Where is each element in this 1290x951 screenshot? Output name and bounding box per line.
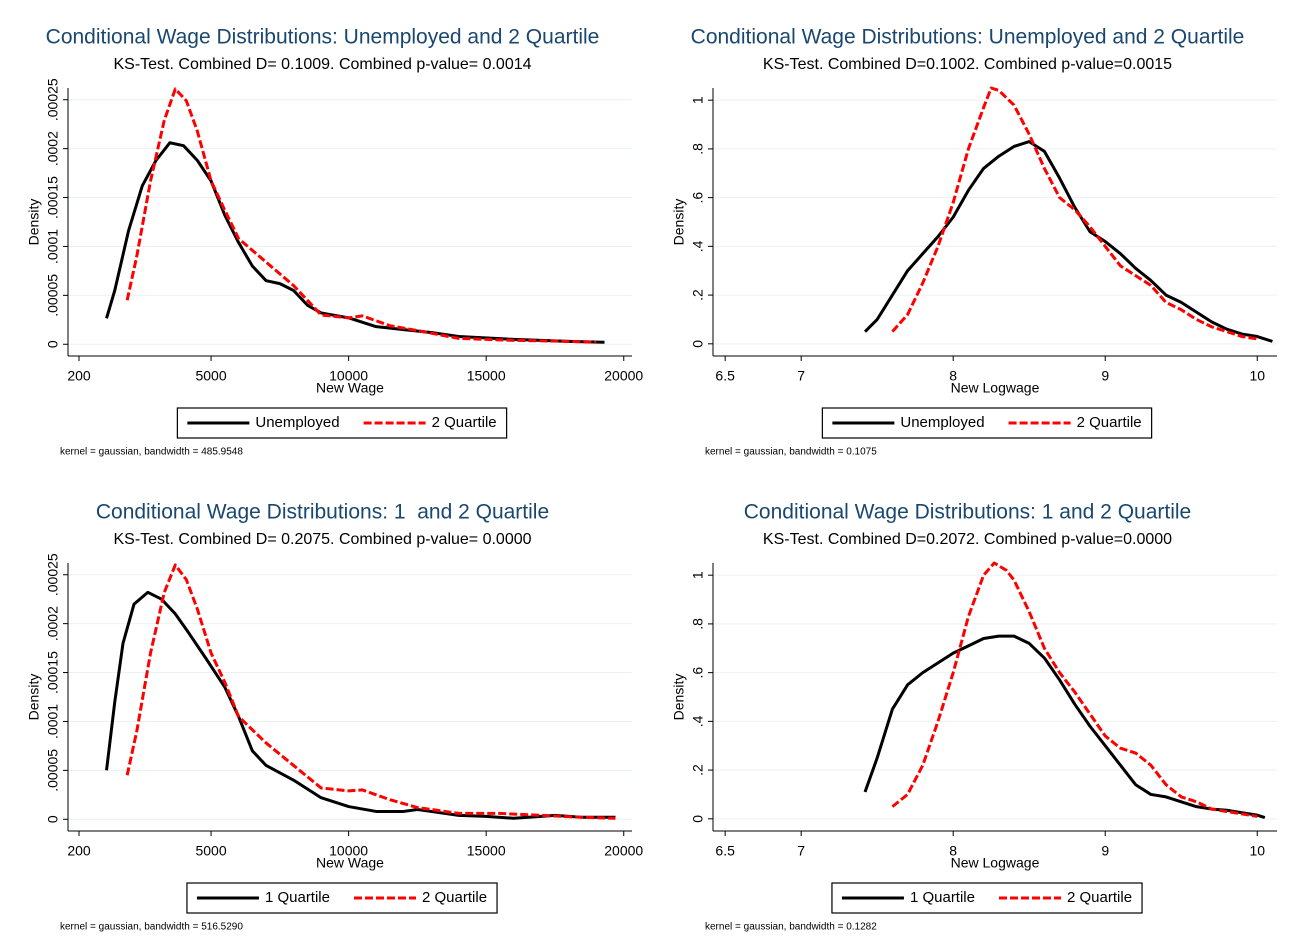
x-tick-label: 5000: [195, 368, 226, 384]
x-tick-label: 20000: [604, 368, 643, 384]
x-axis-label: New Logwage: [951, 380, 1040, 396]
x-tick-label: 7: [797, 368, 805, 384]
y-tick-label: 0: [45, 340, 61, 348]
chart-title: Conditional Wage Distributions: 1 and 2 …: [744, 501, 1191, 524]
chart-title: Conditional Wage Distributions: 1 and 2 …: [96, 501, 549, 524]
x-tick-label: 8: [949, 843, 957, 859]
y-tick-label: .4: [690, 240, 706, 252]
x-tick-label: 10000: [329, 368, 368, 384]
density-line: [891, 86, 1258, 341]
chart-title: Conditional Wage Distributions: Unemploy…: [691, 26, 1245, 49]
x-tick-label: 15000: [467, 843, 506, 859]
legend: 1 Quartile 2 Quartile: [186, 882, 498, 914]
chart-panel: Conditional Wage Distributions: Unemploy…: [26, 26, 644, 458]
x-tick-label: 5000: [195, 843, 226, 859]
x-tick-label: 20000: [604, 843, 643, 859]
density-line: [891, 561, 1258, 818]
x-tick-label: 8: [949, 368, 957, 384]
x-tick-label: 200: [67, 368, 91, 384]
y-axis-label: Density: [671, 674, 687, 721]
y-tick-label: .00025: [45, 78, 61, 121]
density-line: [105, 141, 605, 344]
y-tick-label: .4: [690, 715, 706, 727]
note: kernel = gaussian, bandwidth = 0.1282: [705, 922, 877, 933]
y-tick-label: .6: [690, 192, 706, 204]
chart-panel: Conditional Wage Distributions: Unemploy…: [671, 26, 1277, 458]
x-axis-label: New Wage: [316, 380, 384, 396]
chart-panel: Conditional Wage Distributions: 1 and 2 …: [26, 501, 644, 933]
x-axis-label: New Logwage: [951, 855, 1040, 871]
legend-label: 2 Quartile: [432, 414, 497, 431]
density-line: [863, 140, 1273, 343]
legend-label: Unemployed: [255, 414, 339, 431]
legend-label: 2 Quartile: [1067, 889, 1132, 906]
legend-label: 2 Quartile: [422, 889, 487, 906]
density-line: [863, 634, 1266, 820]
chart-title: Conditional Wage Distributions: Unemploy…: [46, 26, 600, 49]
x-tick-label: 6.5: [715, 843, 735, 859]
chart-subtitle: KS-Test. Combined D= 0.2075. Combined p-…: [113, 531, 531, 548]
y-tick-label: .0002: [45, 131, 61, 166]
y-axis-label: Density: [26, 199, 42, 246]
density-line: [105, 590, 616, 820]
y-tick-label: 0: [45, 815, 61, 823]
x-tick-label: 6.5: [715, 368, 735, 384]
y-tick-label: .2: [690, 289, 706, 301]
y-tick-label: .00005: [45, 274, 61, 317]
legend-label: 1 Quartile: [910, 889, 975, 906]
x-tick-label: 9: [1101, 368, 1109, 384]
note: kernel = gaussian, bandwidth = 516.5290: [60, 922, 243, 933]
y-tick-label: .6: [690, 667, 706, 679]
y-tick-label: .8: [690, 143, 706, 155]
y-tick-label: .2: [690, 764, 706, 776]
y-tick-label: .0002: [45, 606, 61, 641]
y-tick-label: .00025: [45, 553, 61, 596]
y-axis-label: Density: [671, 199, 687, 246]
y-tick-label: .00005: [45, 749, 61, 792]
x-tick-label: 10: [1249, 368, 1265, 384]
note: kernel = gaussian, bandwidth = 0.1075: [705, 447, 877, 458]
chart-subtitle: KS-Test. Combined D=0.1002. Combined p-v…: [763, 56, 1172, 73]
legend-label: 1 Quartile: [265, 889, 330, 906]
y-tick-label: 1: [690, 96, 706, 104]
chart-subtitle: KS-Test. Combined D=0.2072. Combined p-v…: [763, 531, 1172, 548]
note: kernel = gaussian, bandwidth = 485.9548: [60, 447, 243, 458]
y-tick-label: 0: [690, 815, 706, 823]
legend: Unemployed 2 Quartile: [821, 407, 1153, 439]
y-tick-label: .00015: [45, 651, 61, 694]
y-tick-label: .0001: [45, 704, 61, 739]
chart-subtitle: KS-Test. Combined D= 0.1009. Combined p-…: [113, 56, 531, 73]
density-line: [125, 87, 597, 344]
y-tick-label: 1: [690, 571, 706, 579]
legend-label: 2 Quartile: [1077, 414, 1142, 431]
chart-panel: Conditional Wage Distributions: 1 and 2 …: [671, 501, 1277, 933]
y-tick-label: .00015: [45, 176, 61, 219]
x-tick-label: 10000: [329, 843, 368, 859]
y-tick-label: .8: [690, 618, 706, 630]
legend: Unemployed 2 Quartile: [176, 407, 508, 439]
x-tick-label: 9: [1101, 843, 1109, 859]
x-axis-label: New Wage: [316, 855, 384, 871]
x-tick-label: 10: [1249, 843, 1265, 859]
x-tick-label: 15000: [467, 368, 506, 384]
x-tick-label: 7: [797, 843, 805, 859]
y-tick-label: .0001: [45, 229, 61, 264]
x-tick-label: 200: [67, 843, 91, 859]
y-tick-label: 0: [690, 340, 706, 348]
legend: 1 Quartile 2 Quartile: [831, 882, 1143, 914]
density-line: [125, 563, 616, 820]
legend-label: Unemployed: [900, 414, 984, 431]
y-axis-label: Density: [26, 674, 42, 721]
